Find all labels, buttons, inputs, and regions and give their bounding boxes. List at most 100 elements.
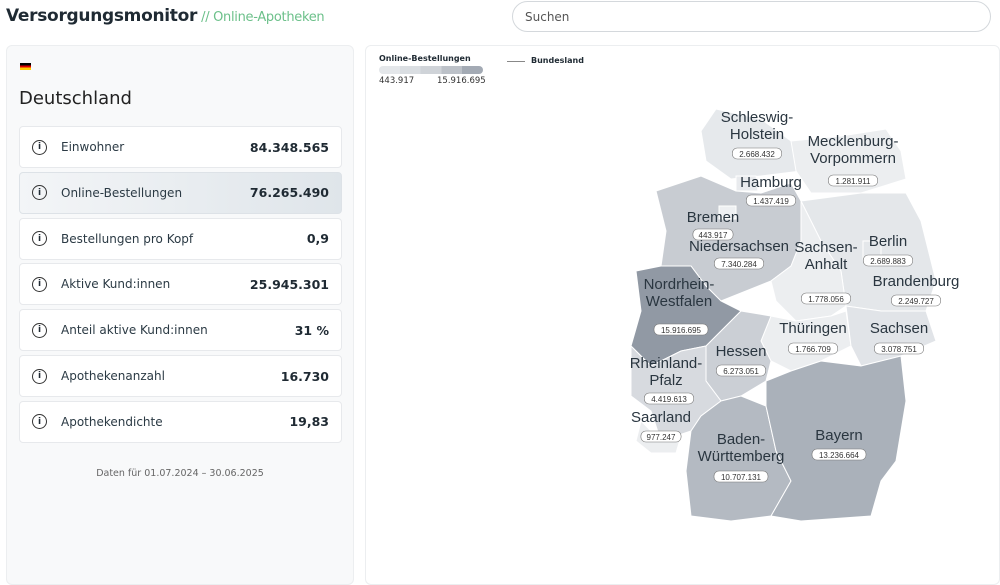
metric-value: 19,83 [289, 414, 329, 430]
metric-value: 16.730 [280, 368, 329, 384]
state-value: 1.778.056 [808, 295, 844, 304]
state-name: Brandenburg [873, 273, 960, 290]
state-name: Niedersachsen [689, 238, 789, 255]
state-value: 6.273.051 [723, 367, 759, 376]
info-icon[interactable]: i [32, 276, 47, 292]
state-value-badge: 4.419.613 [643, 392, 694, 405]
state-value-badge: 7.340.284 [713, 257, 764, 270]
state-name: Baden- [717, 431, 765, 448]
metric-row[interactable]: i Bestellungen pro Kopf 0,9 [19, 217, 342, 260]
state-value-badge: 443.917 [692, 228, 734, 241]
state-name: Thüringen [779, 320, 847, 337]
state-name: Rheinland- [630, 355, 703, 372]
app-title: Versorgungsmonitor [6, 6, 198, 26]
state-value: 1.766.709 [795, 345, 831, 354]
state-value: 2.249.727 [898, 297, 934, 306]
metric-row[interactable]: i Anteil aktive Kund:innen 31 % [19, 309, 342, 352]
state-value: 4.419.613 [651, 395, 687, 404]
metric-value: 76.265.490 [249, 185, 329, 201]
state-value: 2.689.883 [870, 257, 906, 266]
legend-boundary-label: Bundesland [531, 56, 584, 65]
state-value: 1.437.419 [753, 197, 789, 206]
state-value-badge: 977.247 [640, 430, 682, 443]
map-panel: Online-Bestellungen 443.917 15.916.695 B… [365, 45, 1000, 585]
state-value-badge: 3.078.751 [873, 342, 924, 355]
state-value: 2.668.432 [739, 150, 775, 159]
germany-map: Schleswig-Holstein 2.668.432 Hamburg 1.437.… [630, 108, 960, 522]
metric-label: Apothekendichte [61, 414, 163, 429]
info-icon[interactable]: i [32, 322, 47, 338]
state-value-badge: 1.766.709 [787, 342, 838, 355]
metric-row[interactable]: i Online-Bestellungen 76.265.490 [19, 171, 342, 214]
metric-label: Einwohner [61, 140, 125, 154]
state-value-badge: 1.437.419 [745, 194, 796, 207]
state-value: 13.236.664 [819, 451, 860, 460]
state-value-badge: 13.236.664 [811, 448, 867, 461]
state-value: 10.707.131 [721, 473, 762, 482]
state-name: Berlin [869, 233, 907, 250]
legend-boundary-line [507, 61, 525, 62]
state-value-badge: 2.668.432 [731, 147, 782, 160]
info-icon[interactable]: i [32, 185, 47, 201]
metric-label: Anteil aktive Kund:innen [61, 323, 208, 338]
state-value-badge: 2.689.883 [862, 254, 913, 267]
state-name: Bremen [687, 209, 740, 226]
metric-value: 25.945.301 [249, 276, 329, 292]
state-value: 977.247 [647, 433, 676, 442]
metric-label: Aktive Kund:innen [61, 277, 171, 292]
search-input[interactable] [512, 1, 991, 32]
state-value: 15.916.695 [661, 326, 702, 335]
state-name: Schleswig- [721, 109, 794, 126]
info-icon[interactable]: i [32, 231, 47, 247]
state-value: 443.917 [699, 231, 728, 240]
country-panel: Deutschland i Einwohner 84.348.565 i Online-… [6, 45, 354, 585]
state-name: Westfalen [646, 293, 712, 310]
legend-title: Online-Bestellungen [379, 54, 471, 63]
legend-color-scale [379, 66, 483, 74]
state-name: Württemberg [698, 448, 785, 465]
state-value: 7.340.284 [721, 260, 757, 269]
state-name: Vorpommern [810, 150, 896, 167]
state-name: Sachsen- [794, 239, 857, 256]
info-icon[interactable]: i [32, 368, 47, 384]
legend-max: 15.916.695 [437, 76, 486, 86]
metric-value: 0,9 [306, 231, 329, 247]
page-title: Versorgungsmonitor// Online-Apotheken [6, 6, 325, 26]
state-value-badge: 1.281.911 [827, 174, 878, 187]
state-name: Holstein [730, 126, 784, 143]
state-mv[interactable] [790, 128, 907, 194]
metric-row[interactable]: i Aktive Kund:innen 25.945.301 [19, 263, 342, 306]
metric-label: Online-Bestellungen [61, 185, 183, 200]
state-name: Pfalz [649, 372, 682, 389]
country-title: Deutschland [19, 88, 132, 109]
state-name: Hessen [716, 343, 767, 360]
metric-row[interactable]: i Apothekenanzahl 16.730 [19, 355, 342, 397]
metric-row[interactable]: i Einwohner 84.348.565 [19, 126, 342, 168]
metric-value: 84.348.565 [249, 139, 329, 155]
state-value: 1.281.911 [836, 177, 872, 186]
legend-min: 443.917 [379, 76, 415, 86]
state-hh[interactable] [735, 175, 759, 192]
metric-label: Apothekenanzahl [61, 369, 165, 383]
state-value-badge: 6.273.051 [715, 364, 766, 377]
state-name: Anhalt [805, 256, 848, 273]
state-name: Nordrhein- [644, 276, 715, 293]
state-name: Mecklenburg- [808, 133, 899, 150]
info-icon[interactable]: i [32, 139, 47, 155]
state-value-badge: 1.778.056 [800, 292, 851, 305]
metric-label: Bestellungen pro Kopf [61, 231, 194, 246]
de-flag-icon [20, 63, 31, 70]
info-icon[interactable]: i [32, 414, 47, 430]
state-hb[interactable] [718, 205, 737, 220]
state-name: Bayern [815, 427, 863, 444]
state-value-badge: 10.707.131 [713, 470, 769, 483]
state-by[interactable] [765, 355, 907, 522]
state-name: Saarland [631, 409, 691, 426]
state-value: 3.078.751 [881, 345, 917, 354]
state-value-badge: 15.916.695 [653, 323, 709, 336]
page-subtitle: // Online-Apotheken [201, 10, 325, 25]
state-name: Hamburg [740, 174, 802, 191]
data-period: Daten für 01.07.2024 – 30.06.2025 [96, 468, 264, 479]
metric-row[interactable]: i Apothekendichte 19,83 [19, 400, 342, 443]
state-value-badge: 2.249.727 [890, 294, 941, 307]
